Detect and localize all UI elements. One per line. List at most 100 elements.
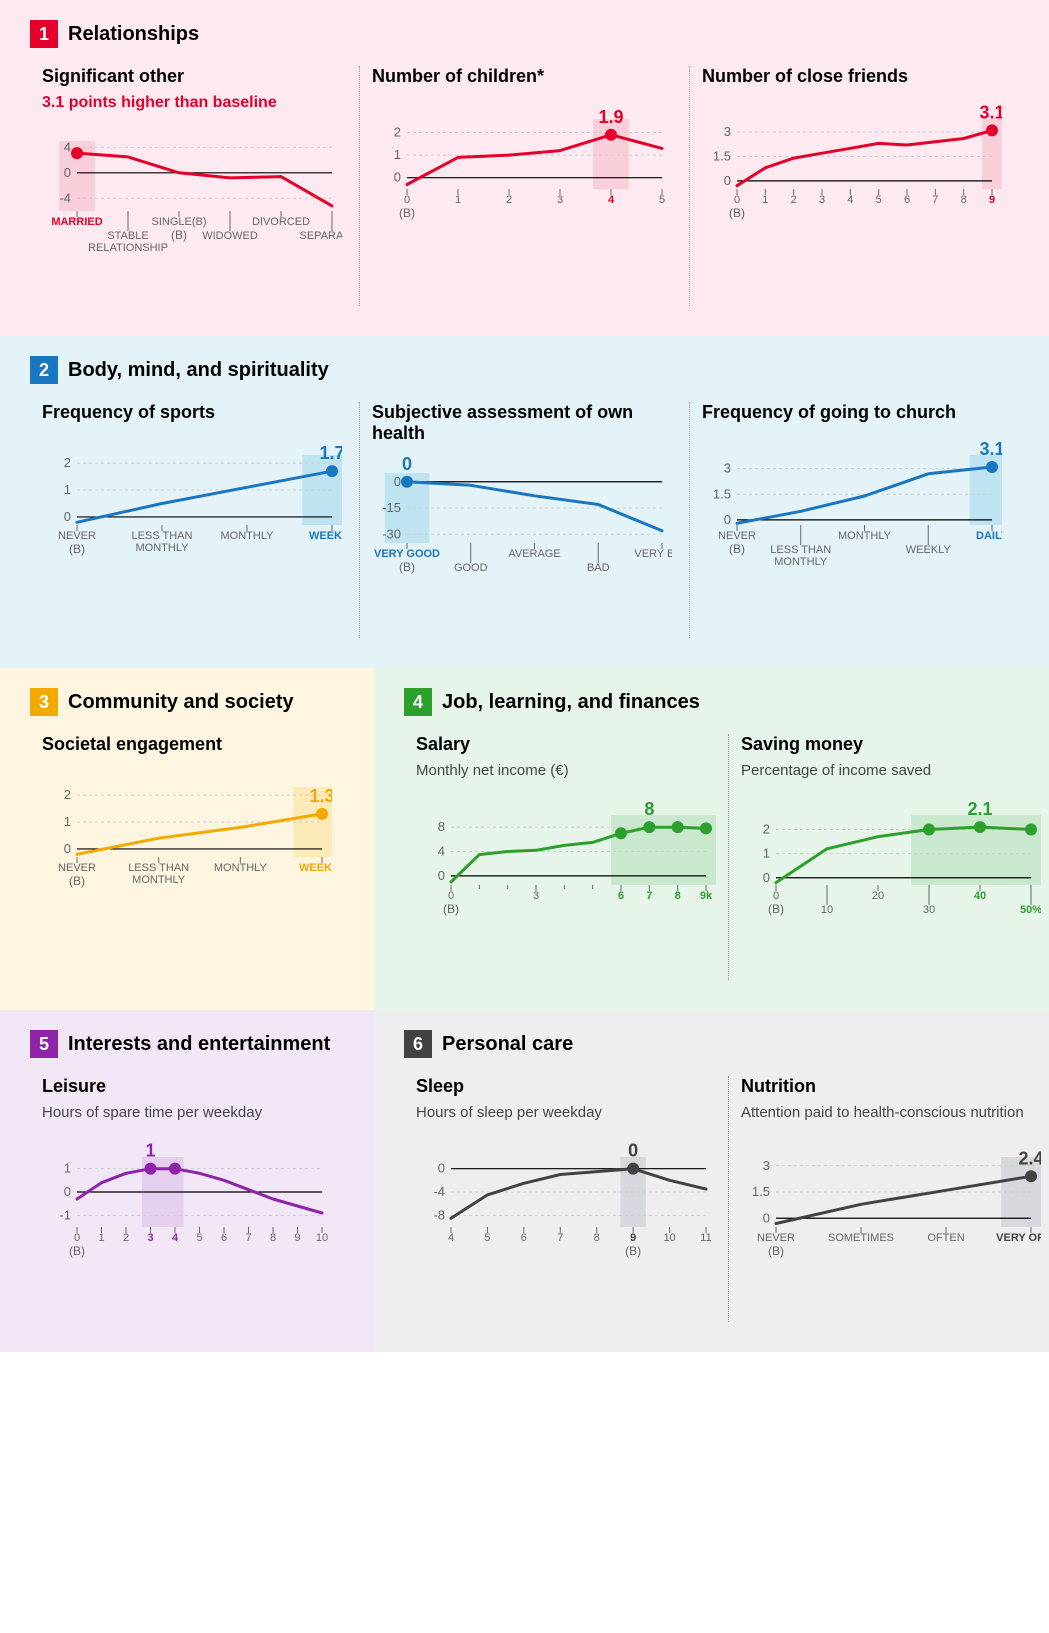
svg-text:8: 8 <box>961 194 967 206</box>
svg-text:2: 2 <box>123 1232 129 1244</box>
chart-subtitle: Hours of spare time per weekday <box>42 1104 332 1124</box>
chart-title: Frequency of going to church <box>702 402 1007 426</box>
chart-cell: Leisure Hours of spare time per weekday … <box>30 1076 344 1322</box>
svg-text:-30: -30 <box>382 526 401 541</box>
section-header: 1 Relationships <box>30 20 1019 48</box>
svg-text:5: 5 <box>659 194 665 206</box>
svg-text:3: 3 <box>724 461 731 476</box>
svg-text:1: 1 <box>394 147 401 162</box>
section-header: 3 Community and society <box>30 688 344 716</box>
svg-text:30: 30 <box>923 904 935 916</box>
chart-title: Societal engagement <box>42 734 332 758</box>
svg-text:1.5: 1.5 <box>752 1184 770 1199</box>
chart-cell: Nutrition Attention paid to health-consc… <box>728 1076 1049 1322</box>
svg-text:40: 40 <box>974 890 986 902</box>
svg-text:LESS THAN: LESS THAN <box>128 862 189 874</box>
svg-text:0: 0 <box>438 868 445 883</box>
svg-text:1: 1 <box>64 814 71 829</box>
svg-text:1: 1 <box>762 194 768 206</box>
svg-text:0: 0 <box>724 512 731 527</box>
svg-text:VERY BAD: VERY BAD <box>634 548 672 560</box>
svg-text:MONTHLY: MONTHLY <box>136 542 190 554</box>
row-3: 3 Community and society Societal engagem… <box>0 668 1049 1010</box>
chart-cell: Frequency of going to church 01.533.1NEV… <box>689 402 1019 638</box>
svg-text:7: 7 <box>646 890 652 902</box>
svg-text:DIVORCED: DIVORCED <box>252 216 310 228</box>
svg-text:MONTHLY: MONTHLY <box>774 556 828 568</box>
svg-text:(B): (B) <box>69 874 85 888</box>
svg-text:1.3: 1.3 <box>309 786 332 806</box>
section-title: Personal care <box>442 1033 573 1056</box>
chart-title: Frequency of sports <box>42 402 347 426</box>
svg-text:4: 4 <box>438 844 445 859</box>
svg-text:5: 5 <box>484 1232 490 1244</box>
svg-text:NEVER: NEVER <box>718 530 756 542</box>
svg-text:STABLE: STABLE <box>107 230 148 242</box>
svg-text:8: 8 <box>644 799 654 819</box>
svg-text:50%: 50% <box>1020 904 1041 916</box>
svg-text:NEVER: NEVER <box>58 530 96 542</box>
section-header: 4 Job, learning, and finances <box>404 688 1049 716</box>
section-title: Interests and entertainment <box>68 1033 330 1056</box>
svg-text:10: 10 <box>821 904 833 916</box>
svg-text:11: 11 <box>700 1232 711 1244</box>
chart-cell: Frequency of sports 0121.7NEVERLESS THAN… <box>30 402 359 638</box>
chart-title: Saving money <box>741 734 1041 758</box>
svg-text:0: 0 <box>74 1232 80 1244</box>
svg-text:(B): (B) <box>729 206 745 220</box>
svg-text:2: 2 <box>64 455 71 470</box>
svg-text:2: 2 <box>394 125 401 140</box>
svg-text:MONTHLY: MONTHLY <box>221 530 275 542</box>
svg-text:6: 6 <box>618 890 624 902</box>
svg-text:3: 3 <box>763 1158 770 1173</box>
svg-text:(B): (B) <box>443 902 459 916</box>
svg-text:0: 0 <box>394 474 401 489</box>
section-4: 4 Job, learning, and finances Salary Mon… <box>374 668 1049 1010</box>
svg-text:2: 2 <box>506 194 512 206</box>
svg-text:0: 0 <box>404 194 410 206</box>
svg-text:NEVER: NEVER <box>757 1232 795 1244</box>
svg-text:3: 3 <box>819 194 825 206</box>
chart-subtitle: Attention paid to health-conscious nutri… <box>741 1104 1041 1124</box>
svg-text:AVERAGE: AVERAGE <box>508 548 560 560</box>
svg-text:6: 6 <box>904 194 910 206</box>
svg-text:0: 0 <box>763 1210 770 1225</box>
svg-text:0: 0 <box>448 890 454 902</box>
svg-text:BAD: BAD <box>587 562 610 574</box>
section-header: 5 Interests and entertainment <box>30 1030 344 1058</box>
svg-text:4: 4 <box>448 1232 454 1244</box>
svg-text:6: 6 <box>521 1232 527 1244</box>
svg-text:9: 9 <box>294 1232 300 1244</box>
svg-text:(B): (B) <box>69 542 85 556</box>
svg-text:MARRIED: MARRIED <box>51 216 102 228</box>
chart-cell: Societal engagement 0121.3NEVERLESS THAN… <box>30 734 344 952</box>
section-number: 5 <box>30 1030 58 1058</box>
svg-text:(B): (B) <box>399 206 415 220</box>
svg-text:-8: -8 <box>433 1207 445 1222</box>
svg-text:5: 5 <box>196 1232 202 1244</box>
chart-subtitle: Monthly net income (€) <box>416 762 716 782</box>
charts-row: Societal engagement 0121.3NEVERLESS THAN… <box>30 734 344 952</box>
svg-text:2: 2 <box>791 194 797 206</box>
svg-text:1.5: 1.5 <box>713 148 731 163</box>
svg-text:GOOD: GOOD <box>454 562 488 574</box>
svg-text:LESS THAN: LESS THAN <box>132 530 193 542</box>
svg-text:0: 0 <box>763 870 770 885</box>
svg-text:2: 2 <box>64 787 71 802</box>
chart-title: Number of close friends <box>702 66 1007 90</box>
svg-text:0: 0 <box>438 1161 445 1176</box>
section-title: Relationships <box>68 23 199 46</box>
svg-text:1: 1 <box>455 194 461 206</box>
svg-text:WIDOWED: WIDOWED <box>202 230 258 242</box>
svg-text:-4: -4 <box>433 1184 445 1199</box>
charts-row: Leisure Hours of spare time per weekday … <box>30 1076 344 1322</box>
section-number: 1 <box>30 20 58 48</box>
svg-text:VERY GOOD: VERY GOOD <box>374 548 440 560</box>
section-number: 4 <box>404 688 432 716</box>
charts-row: Significant other 3.1 points higher than… <box>30 66 1019 306</box>
svg-text:0: 0 <box>724 173 731 188</box>
svg-text:7: 7 <box>245 1232 251 1244</box>
chart-subtitle: Percentage of income saved <box>741 762 1041 782</box>
svg-text:10: 10 <box>663 1232 675 1244</box>
svg-text:4: 4 <box>847 194 853 206</box>
